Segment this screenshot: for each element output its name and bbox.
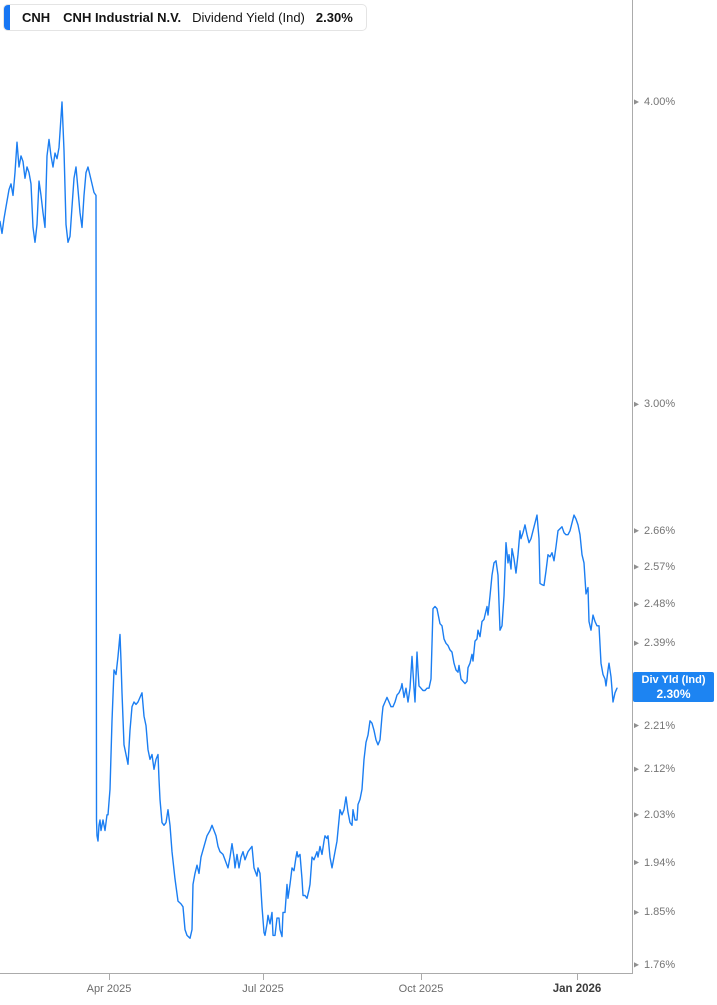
- y-axis-tick-arrow: [634, 962, 639, 968]
- y-axis-tick-label: 2.21%: [644, 719, 676, 732]
- y-axis-tick-label: 4.00%: [644, 96, 676, 108]
- y-axis-tick-arrow: [634, 99, 639, 105]
- y-axis-tick-label: 2.57%: [644, 560, 676, 573]
- y-axis-tick-label: 2.03%: [644, 808, 676, 821]
- y-axis-tick-label: 2.12%: [644, 763, 676, 776]
- x-axis-tick-label: Apr 2025: [86, 983, 132, 995]
- badge-value: 2.30%: [656, 686, 691, 701]
- quote-header: CNH CNH Industrial N.V. Dividend Yield (…: [3, 4, 367, 31]
- y-axis-tick-arrow: [634, 528, 639, 534]
- y-axis-tick-label: 1.76%: [644, 958, 676, 971]
- y-axis-tick-label: 1.85%: [644, 906, 676, 919]
- metric-label: Dividend Yield (Ind): [192, 10, 305, 25]
- yield-line-series: [0, 101, 618, 939]
- y-axis-tick-arrow: [634, 601, 639, 608]
- y-axis-tick-label: 2.48%: [644, 598, 676, 611]
- y-axis-tick-arrow: [634, 722, 639, 729]
- y-axis-tick-arrow: [634, 766, 639, 772]
- y-axis-tick-label: 2.66%: [644, 524, 676, 537]
- y-axis-tick-arrow: [634, 812, 639, 818]
- accent-bar: [4, 5, 10, 30]
- y-axis-tick-label: 2.39%: [644, 637, 676, 650]
- x-axis-tick-label: Jul 2025: [242, 983, 284, 995]
- ticker-symbol: CNH: [22, 10, 51, 25]
- y-axis-tick-label: 3.00%: [644, 398, 676, 411]
- last-value-badge: Div Yld (Ind) 2.30%: [633, 671, 714, 702]
- y-axis-tick-arrow: [634, 564, 639, 570]
- y-axis-tick-arrow: [634, 401, 639, 407]
- y-axis-tick-arrow: [634, 909, 639, 916]
- metric-value: 2.30%: [315, 10, 353, 25]
- x-axis-tick-label: Jan 2026: [552, 983, 602, 995]
- company-name: CNH Industrial N.V.: [63, 10, 182, 25]
- badge-series-label: Div Yld (Ind): [641, 673, 706, 686]
- y-axis-tick-label: 1.94%: [644, 856, 676, 869]
- y-axis-tick-arrow: [634, 859, 639, 866]
- y-axis-tick-arrow: [634, 640, 639, 646]
- x-axis-tick-label: Oct 2025: [398, 983, 444, 995]
